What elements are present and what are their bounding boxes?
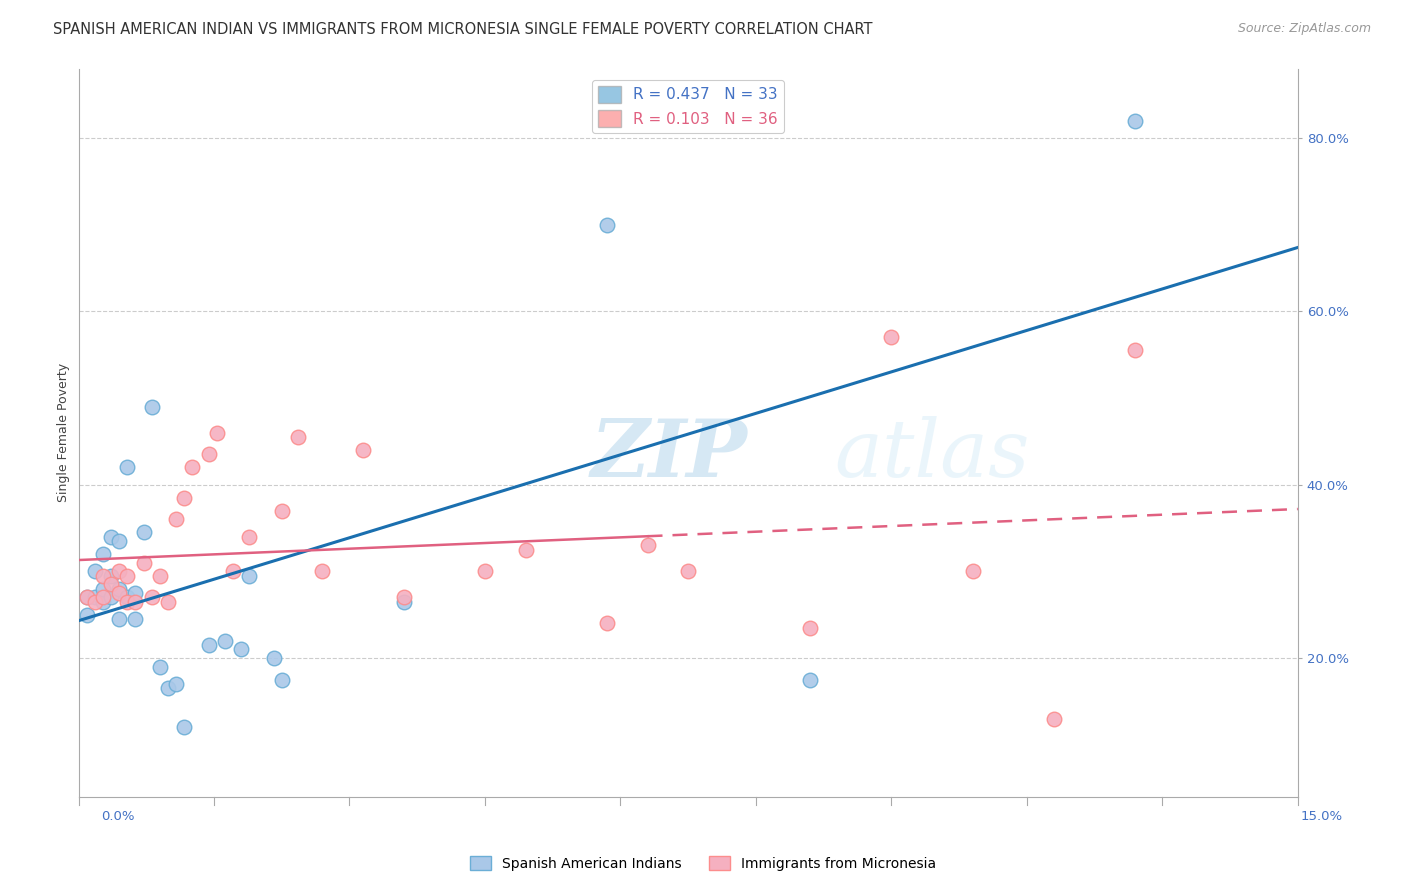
- Point: [83, 564, 105, 578]
- Point: [149, 659, 172, 673]
- Point: [596, 218, 619, 232]
- Point: [132, 525, 155, 540]
- Point: [173, 720, 195, 734]
- Point: [141, 591, 163, 605]
- Point: [181, 460, 204, 475]
- Point: [515, 542, 537, 557]
- Point: [91, 595, 114, 609]
- Text: atlas: atlas: [835, 416, 1029, 493]
- Text: 0.0%: 0.0%: [101, 810, 135, 822]
- Point: [91, 568, 114, 582]
- Point: [962, 564, 984, 578]
- Point: [108, 564, 131, 578]
- Point: [205, 425, 228, 440]
- Text: ZIP: ZIP: [591, 416, 748, 493]
- Point: [263, 651, 285, 665]
- Point: [76, 607, 98, 622]
- Point: [596, 616, 619, 631]
- Legend: Spanish American Indians, Immigrants from Micronesia: Spanish American Indians, Immigrants fro…: [464, 850, 942, 876]
- Point: [637, 538, 659, 552]
- Point: [117, 591, 139, 605]
- Point: [108, 533, 131, 548]
- Point: [83, 591, 105, 605]
- Point: [799, 621, 821, 635]
- Point: [197, 638, 219, 652]
- Point: [100, 568, 122, 582]
- Point: [270, 673, 292, 687]
- Point: [108, 612, 131, 626]
- Point: [156, 681, 179, 696]
- Point: [124, 586, 146, 600]
- Point: [149, 568, 172, 582]
- Point: [100, 577, 122, 591]
- Point: [91, 547, 114, 561]
- Point: [108, 582, 131, 596]
- Point: [1123, 113, 1146, 128]
- Legend: R = 0.437   N = 33, R = 0.103   N = 36: R = 0.437 N = 33, R = 0.103 N = 36: [592, 79, 785, 133]
- Point: [108, 586, 131, 600]
- Point: [222, 564, 245, 578]
- Point: [100, 530, 122, 544]
- Point: [100, 591, 122, 605]
- Point: [156, 595, 179, 609]
- Point: [117, 568, 139, 582]
- Point: [117, 595, 139, 609]
- Point: [197, 447, 219, 461]
- Point: [880, 330, 903, 344]
- Text: Source: ZipAtlas.com: Source: ZipAtlas.com: [1237, 22, 1371, 36]
- Point: [91, 591, 114, 605]
- Point: [1043, 712, 1066, 726]
- Point: [392, 595, 415, 609]
- Point: [76, 591, 98, 605]
- Point: [676, 564, 699, 578]
- Point: [392, 591, 415, 605]
- Point: [165, 677, 187, 691]
- Point: [165, 512, 187, 526]
- Point: [141, 400, 163, 414]
- Point: [229, 642, 252, 657]
- Point: [238, 568, 260, 582]
- Point: [117, 460, 139, 475]
- Point: [352, 442, 374, 457]
- Point: [91, 582, 114, 596]
- Point: [270, 503, 292, 517]
- Point: [83, 595, 105, 609]
- Y-axis label: Single Female Poverty: Single Female Poverty: [58, 363, 70, 502]
- Point: [173, 491, 195, 505]
- Point: [214, 633, 236, 648]
- Point: [474, 564, 496, 578]
- Point: [132, 556, 155, 570]
- Point: [238, 530, 260, 544]
- Text: 15.0%: 15.0%: [1301, 810, 1343, 822]
- Point: [311, 564, 333, 578]
- Point: [124, 595, 146, 609]
- Point: [124, 612, 146, 626]
- Point: [287, 430, 309, 444]
- Text: SPANISH AMERICAN INDIAN VS IMMIGRANTS FROM MICRONESIA SINGLE FEMALE POVERTY CORR: SPANISH AMERICAN INDIAN VS IMMIGRANTS FR…: [53, 22, 873, 37]
- Point: [1123, 343, 1146, 358]
- Point: [799, 673, 821, 687]
- Point: [76, 591, 98, 605]
